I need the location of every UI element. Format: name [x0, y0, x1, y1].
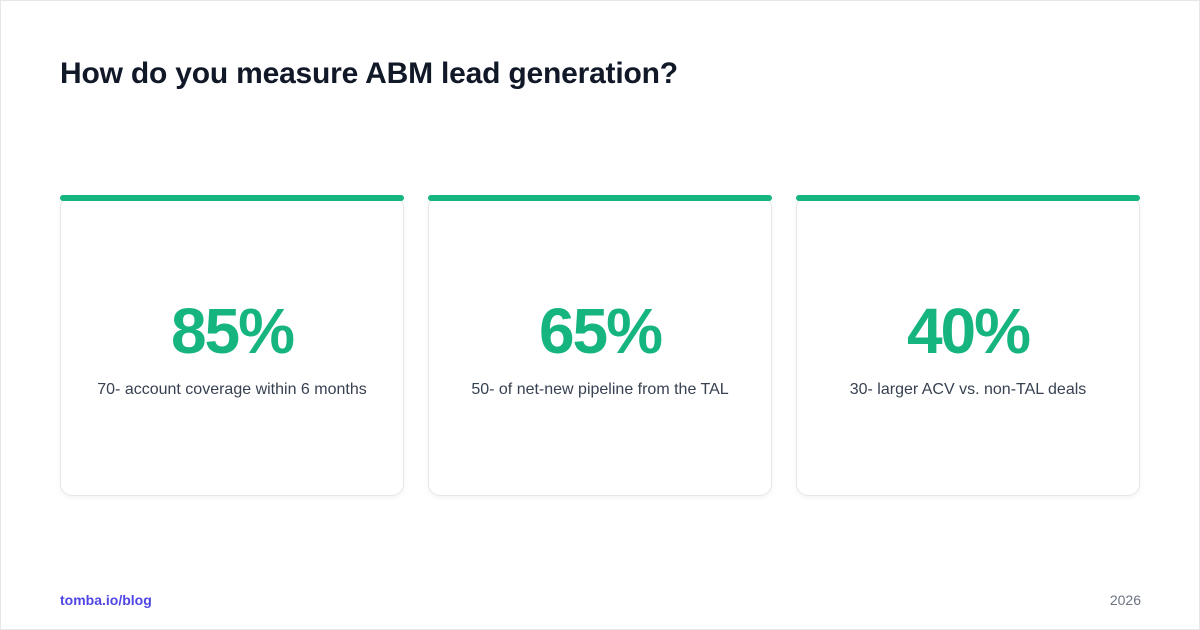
metric-card: 85% 70- account coverage within 6 months [60, 195, 404, 496]
card-accent-bar [60, 195, 404, 201]
metric-value: 40% [906, 295, 1031, 367]
page-title: How do you measure ABM lead generation? [60, 57, 678, 90]
metric-cards: 85% 70- account coverage within 6 months… [60, 195, 1141, 496]
metric-value: 65% [538, 295, 663, 367]
footer-year: 2026 [1109, 592, 1141, 608]
metric-value: 85% [170, 295, 295, 367]
metric-description: 50- of net-new pipeline from the TAL [471, 381, 729, 398]
metric-description: 70- account coverage within 6 months [97, 381, 367, 398]
metric-description: 30- larger ACV vs. non-TAL deals [849, 381, 1087, 398]
card-accent-bar [796, 195, 1140, 201]
footer-brand-link[interactable]: tomba.io/blog [60, 592, 152, 608]
metric-card: 65% 50- of net-new pipeline from the TAL [428, 195, 772, 496]
metric-card: 40% 30- larger ACV vs. non-TAL deals [796, 195, 1140, 496]
card-accent-bar [428, 195, 772, 201]
